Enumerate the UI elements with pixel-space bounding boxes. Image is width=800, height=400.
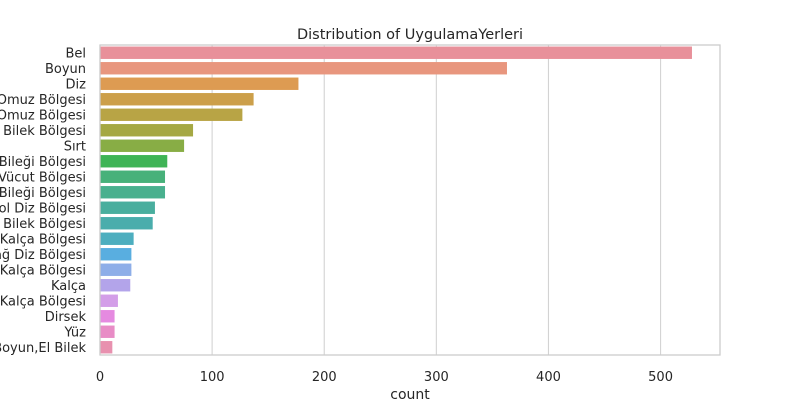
bar: [100, 108, 243, 121]
y-category-label: Sol Omuz Bölgesi: [0, 108, 86, 123]
x-axis-label: count: [390, 387, 430, 400]
bar: [100, 77, 299, 90]
x-tick-label: 500: [648, 370, 673, 385]
plot-frame: [99, 44, 721, 356]
y-category-label: Sağ El Bilek Bölgesi: [0, 124, 86, 139]
bar: [100, 155, 168, 168]
y-axis-categories: BelBoyunDizSağ Omuz BölgesiSol Omuz Bölg…: [0, 46, 86, 356]
y-category-label: Diz: [66, 77, 87, 92]
chart-title: Distribution of UygulamaYerleri: [297, 27, 523, 43]
bar: [100, 310, 115, 323]
y-category-label: Sağ Kalça Bölgesi: [0, 232, 86, 247]
y-category-label: Boyun,El Bilek: [0, 341, 86, 356]
x-tick-label: 0: [96, 370, 104, 385]
bar: [100, 186, 166, 199]
y-category-label: Sol Diz Bölgesi: [0, 201, 86, 216]
bar: [100, 248, 132, 261]
y-category-label: Bel: [65, 46, 86, 61]
x-axis-ticks: 0 100 200 300 400 500: [96, 370, 673, 385]
y-category-label: Sağ Omuz Bölgesi: [0, 93, 86, 108]
bar: [100, 294, 118, 307]
y-category-label: Sırt: [64, 139, 86, 154]
y-category-label: Sol El Bilek Bölgesi: [0, 217, 86, 232]
bar: [100, 341, 113, 354]
y-category-label: Yüz: [63, 325, 86, 340]
bar: [100, 263, 132, 276]
y-category-label: Tüm Vücut Bölgesi: [0, 170, 86, 185]
y-category-label: Sol Kalça Bölgesi: [0, 263, 86, 278]
bar: [100, 124, 194, 137]
bar: [100, 201, 155, 214]
bar: [100, 170, 166, 183]
bar: [100, 232, 134, 245]
y-category-label: Boyun: [45, 62, 86, 77]
bar: [100, 325, 115, 338]
y-category-label: Kalça: [51, 279, 86, 294]
bar: [100, 139, 185, 152]
y-category-label: Sağ Ayak Bileği Bölgesi: [0, 155, 86, 170]
y-category-label: Sol Ayak Bileği Bölgesi: [0, 186, 86, 201]
grid: [99, 45, 662, 355]
bar: [100, 62, 507, 75]
bar: [100, 93, 254, 106]
bars: [100, 46, 692, 354]
bar: [100, 46, 692, 59]
y-category-label: Sağ Diz Bölgesi: [0, 248, 86, 263]
x-tick-label: 400: [536, 370, 561, 385]
x-tick-label: 300: [424, 370, 449, 385]
bar: [100, 279, 131, 292]
y-category-label: Sağ Kalça Bölgesi: [0, 294, 86, 309]
bar: [100, 217, 153, 230]
y-category-label: Dirsek: [45, 310, 87, 325]
x-tick-label: 200: [312, 370, 337, 385]
x-tick-label: 100: [200, 370, 225, 385]
